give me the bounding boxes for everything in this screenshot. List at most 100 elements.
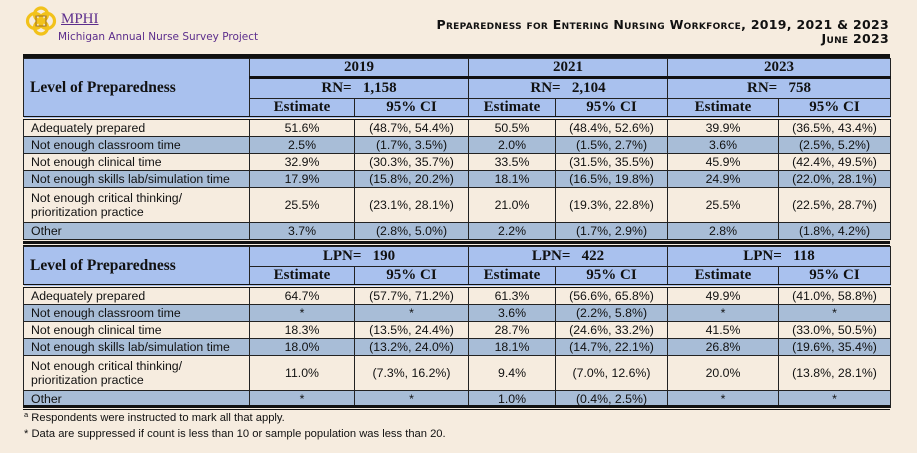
row-label: Adequately prepared (23, 117, 250, 137)
row-label: Not enough classroom time (23, 136, 250, 154)
col-estimate: Estimate (468, 266, 556, 287)
table-row: Not enough classroom time 2.5% (1.7%, 3.… (23, 136, 891, 154)
table-row: Adequately prepared 51.6% (48.7%, 54.4%)… (23, 117, 891, 137)
cell-value: (2.8%, 5.0%) (354, 222, 469, 240)
cell-value: (36.5%, 43.4%) (778, 117, 891, 137)
cell-value: 20.0% (667, 355, 779, 391)
cell-value: (22.5%, 28.7%) (778, 187, 891, 223)
rn-count-2019: RN= 1,158 (249, 77, 469, 99)
cell-value: * (667, 304, 779, 322)
lpn-preparedness-table: Level of Preparedness LPN= 190 LPN= 422 … (23, 246, 891, 408)
rn-preparedness-table: Level of Preparedness 2019 2021 2023 RN=… (23, 58, 891, 240)
report-title: Preparedness for Entering Nursing Workfo… (436, 17, 889, 32)
cell-value: 18.0% (249, 338, 355, 356)
col-estimate: Estimate (468, 98, 556, 119)
row-label: Other (23, 390, 250, 408)
col-ci: 95% CI (555, 266, 668, 287)
cell-value: 3.6% (667, 136, 779, 154)
cell-value: 2.8% (667, 222, 779, 240)
cell-value: (7.0%, 12.6%) (555, 355, 668, 391)
cell-value: (33.0%, 50.5%) (778, 321, 891, 339)
mphi-knot-icon (25, 6, 57, 36)
cell-value: (48.4%, 52.6%) (555, 117, 668, 137)
cell-value: 61.3% (468, 285, 556, 305)
table-row: Not enough skills lab/simulation time 17… (23, 170, 891, 188)
cell-value: (2.5%, 5.2%) (778, 136, 891, 154)
cell-value: 11.0% (249, 355, 355, 391)
col-ci: 95% CI (778, 266, 891, 287)
cell-value: 49.9% (667, 285, 779, 305)
cell-value: 51.6% (249, 117, 355, 137)
cell-value: (22.0%, 28.1%) (778, 170, 891, 188)
row-header: Level of Preparedness (23, 246, 250, 287)
cell-value: (15.8%, 20.2%) (354, 170, 469, 188)
cell-value: 28.7% (468, 321, 556, 339)
cell-value: 64.7% (249, 285, 355, 305)
cell-value: (31.5%, 35.5%) (555, 153, 668, 171)
cell-value: * (354, 390, 469, 408)
table-row: Not enough critical thinking/prioritizat… (23, 187, 891, 223)
table-bottom-rule (23, 405, 890, 410)
rn-count-2023: RN= 758 (667, 77, 891, 99)
cell-value: 25.5% (249, 187, 355, 223)
cell-value: 32.9% (249, 153, 355, 171)
cell-value: (19.6%, 35.4%) (778, 338, 891, 356)
cell-value: (48.7%, 54.4%) (354, 117, 469, 137)
cell-value: 3.7% (249, 222, 355, 240)
cell-value: (1.8%, 4.2%) (778, 222, 891, 240)
cell-value: (42.4%, 49.5%) (778, 153, 891, 171)
cell-value: 3.6% (468, 304, 556, 322)
logo-subtitle: Michigan Annual Nurse Survey Project (58, 31, 259, 43)
cell-value: * (249, 390, 355, 408)
row-label: Not enough critical thinking/prioritizat… (23, 355, 250, 391)
col-ci: 95% CI (778, 98, 891, 119)
report-date: June 2023 (821, 31, 889, 46)
cell-value: (13.5%, 24.4%) (354, 321, 469, 339)
year-header-2023: 2023 (667, 58, 891, 79)
cell-value: (30.3%, 35.7%) (354, 153, 469, 171)
cell-value: 24.9% (667, 170, 779, 188)
cell-value: 18.1% (468, 170, 556, 188)
cell-value: (24.6%, 33.2%) (555, 321, 668, 339)
mphi-logo: MPHI Michigan Annual Nurse Survey Projec… (24, 6, 264, 44)
cell-value: (7.3%, 16.2%) (354, 355, 469, 391)
cell-value: * (778, 304, 891, 322)
row-label: Not enough skills lab/simulation time (23, 338, 250, 356)
col-estimate: Estimate (667, 266, 779, 287)
section-divider-rule (23, 241, 890, 246)
row-label: Not enough critical thinking/prioritizat… (23, 187, 250, 223)
row-label: Not enough classroom time (23, 304, 250, 322)
footnote-a: a Respondents were instructed to mark al… (24, 410, 285, 424)
col-estimate: Estimate (249, 266, 355, 287)
cell-value: 41.5% (667, 321, 779, 339)
cell-value: 9.4% (468, 355, 556, 391)
cell-value: 45.9% (667, 153, 779, 171)
table-row: Not enough critical thinking/prioritizat… (23, 355, 891, 391)
footnote-suppression: * Data are suppressed if count is less t… (24, 428, 446, 440)
cell-value: * (667, 390, 779, 408)
cell-value: 2.2% (468, 222, 556, 240)
cell-value: 18.1% (468, 338, 556, 356)
cell-value: 21.0% (468, 187, 556, 223)
col-ci: 95% CI (354, 266, 469, 287)
cell-value: 17.9% (249, 170, 355, 188)
cell-value: 18.3% (249, 321, 355, 339)
cell-value: (23.1%, 28.1%) (354, 187, 469, 223)
cell-value: (2.2%, 5.8%) (555, 304, 668, 322)
cell-value: 39.9% (667, 117, 779, 137)
cell-value: 2.0% (468, 136, 556, 154)
cell-value: 1.0% (468, 390, 556, 408)
row-label: Not enough clinical time (23, 321, 250, 339)
lpn-count-2021: LPN= 422 (468, 246, 668, 267)
cell-value: (41.0%, 58.8%) (778, 285, 891, 305)
table-row: Not enough classroom time * * 3.6% (2.2%… (23, 304, 891, 322)
cell-value: (13.2%, 24.0%) (354, 338, 469, 356)
cell-value: (13.8%, 28.1%) (778, 355, 891, 391)
col-estimate: Estimate (667, 98, 779, 119)
year-header-2019: 2019 (249, 58, 469, 79)
logo-name: MPHI (61, 11, 99, 27)
cell-value: 2.5% (249, 136, 355, 154)
cell-value: (16.5%, 19.8%) (555, 170, 668, 188)
cell-value: 50.5% (468, 117, 556, 137)
table-row: Adequately prepared 64.7% (57.7%, 71.2%)… (23, 285, 891, 305)
